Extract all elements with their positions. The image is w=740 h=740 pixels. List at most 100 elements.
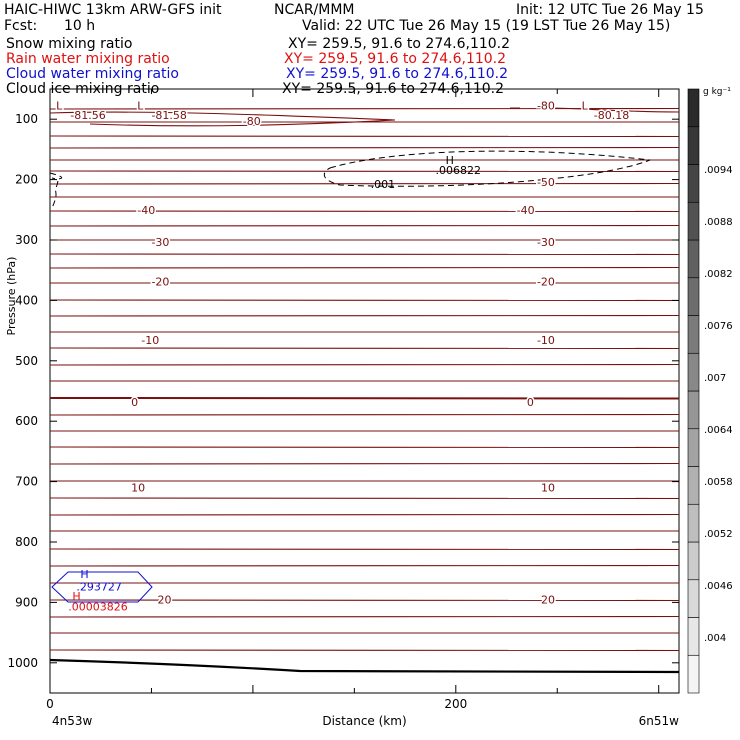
isotherm-line [49,266,680,269]
contour-label-layer: -80 -81.56 -81.58 L L -80 L -80.18 -50 -40 -40 -30 -… [55,98,631,613]
isotherm-line [49,253,680,256]
colorbar-segment [687,541,700,581]
colorbar-unit: g kg⁻¹ [703,87,731,97]
isotherm-line [49,107,680,110]
contour-label: 0 [527,396,534,409]
colorbar-segment [687,126,700,165]
isotherm-line [49,462,680,465]
colorbar-tick-label: .0082 [704,269,733,280]
colorbar-tick-label: .004 [704,633,726,644]
contour-label: 10 [541,481,555,494]
snow-contour [323,150,651,187]
contour-label: -20 [537,275,555,288]
contour-label: L [137,100,144,113]
contour-annotation: .293727 [76,580,122,593]
x-axis-title: Distance (km) [322,714,406,728]
y-tick-label: 800 [15,535,38,549]
isotherm-line [49,314,680,317]
x-tick-label: 200 [444,697,467,711]
isotherm-line [49,111,396,127]
colorbar-segment [687,315,700,354]
contour-annotation: .001 [371,178,396,191]
contour-label: -30 [537,236,555,249]
contour-label: -80 [243,115,261,128]
valid-time: Valid: 22 UTC Tue 26 May 15 (19 LST Tue … [302,18,671,34]
snow-contour [49,172,63,209]
contour-label: -30 [151,236,169,249]
contour-label: -20 [151,275,169,288]
colorbar-segment [687,277,700,316]
contour-layer [49,107,680,674]
contour-label: L [582,100,589,113]
colorbar-tick-label: .007 [704,373,726,384]
y-tick-label: 300 [15,233,38,247]
colorbar-segment [687,390,700,430]
field-label-cloudwater: Cloud water mixing ratio [6,66,179,82]
isotherm-line [49,224,680,227]
isotherm-line [49,649,680,652]
plot-frame [49,88,680,694]
colorbar-tick-label: .0076 [704,321,733,332]
y-axis-title: Pressure (hPa) [5,257,18,336]
x-endpoint-left: 4n53w [52,714,93,728]
colorbar-segment [687,654,700,694]
init-time: Init: 12 UTC Tue 26 May 15 [516,2,704,18]
isotherm-line [49,170,680,173]
field-xy-cloudwater: XY= 259.5, 91.6 to 274.6,110.2 [286,66,509,82]
contour-label: -40 [137,204,155,217]
isotherm-line [49,497,680,500]
colorbar-tick-label: .0064 [704,425,733,436]
isotherm-line [49,548,680,551]
contour-annotation: .00003826 [68,600,128,613]
colorbar-segment [687,503,700,543]
isotherm-line [49,599,680,602]
x-tick-label: 0 [46,697,54,711]
y-tick-label: 200 [15,173,38,187]
contour-label: -80.18 [594,109,629,122]
isotherm-line [49,413,680,416]
y-tick-label: 700 [15,475,38,489]
contour-annotation: H [72,590,80,603]
isotherm-line [49,446,680,449]
contour-annotation: .006822 [436,164,482,177]
colorbar-tick-label: .0094 [704,165,733,176]
isotherm-line [49,396,680,400]
contour-label: -81.58 [151,109,186,122]
contour-label: 20 [541,594,555,607]
y-tick-label: 500 [15,354,38,368]
forecast-label: Fcst: [4,18,38,34]
contour-label: -81.56 [70,109,105,122]
contour-label: 10 [131,481,145,494]
cloud-water-contour [51,571,153,603]
org-label: NCAR/MMM [274,2,355,18]
x-endpoint-right: 6n51w [639,714,680,728]
isotherm-line [49,146,680,149]
forecast-hour: 10 h [64,18,96,34]
colorbar-segment [687,239,700,279]
colorbar-tick-label: .0058 [704,477,733,488]
colorbar-segment [687,579,700,618]
colorbar-segment [687,352,700,392]
y-tick-label: 900 [15,595,38,609]
contour-label: 20 [158,594,172,607]
colorbar-segment [687,428,700,467]
field-xy-snow: XY= 259.5, 91.6 to 274.6,110.2 [288,36,511,52]
terrain-line [49,658,680,674]
y-tick-label: 1000 [7,656,38,670]
contour-label: -80 [537,100,555,113]
isotherm-line [49,363,680,366]
contour-label: -50 [537,176,555,189]
contour-label: L [56,100,63,113]
colorbar-segment [687,164,700,203]
isotherm-line [49,347,680,350]
isotherm-line [49,135,680,138]
y-tick-label: 400 [15,293,38,307]
colorbar-tick-label: .0046 [704,581,733,592]
y-tick-label: 600 [15,414,38,428]
contour-annotation: H [80,568,88,581]
isotherm-line [49,615,680,618]
isotherm-line [49,210,680,213]
contour-label: -10 [537,334,555,347]
